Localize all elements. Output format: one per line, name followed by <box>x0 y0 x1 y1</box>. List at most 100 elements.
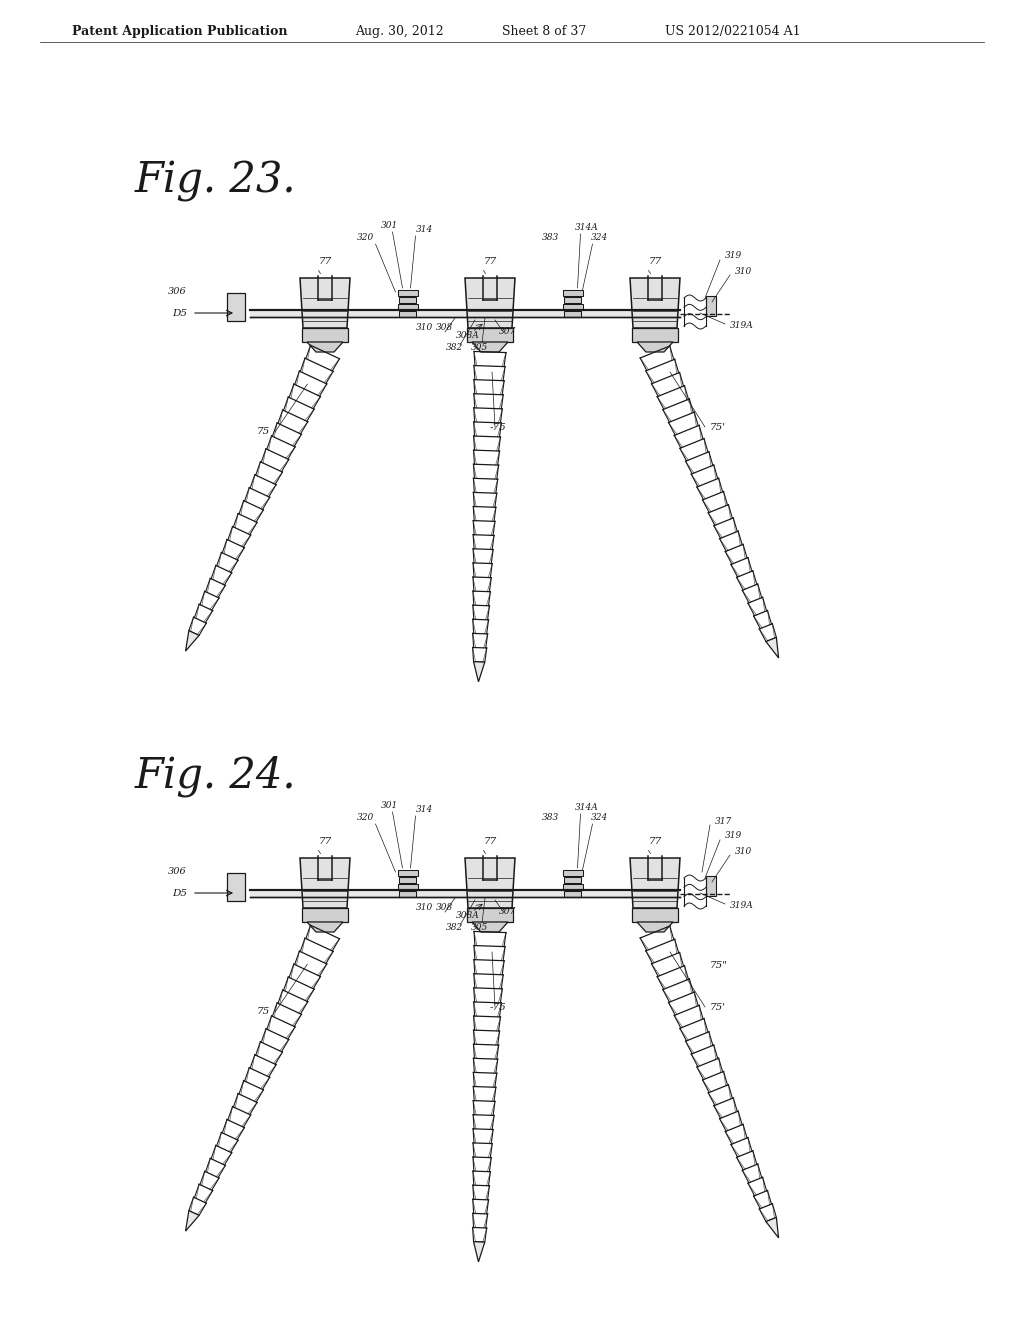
Bar <box>562 290 583 296</box>
Polygon shape <box>307 342 343 352</box>
Polygon shape <box>472 342 508 352</box>
Text: -75: -75 <box>490 1002 507 1011</box>
Text: Patent Application Publication: Patent Application Publication <box>72 25 288 38</box>
Text: 307: 307 <box>500 327 517 337</box>
Bar <box>250 890 680 898</box>
Bar <box>467 908 513 921</box>
Text: 324: 324 <box>591 234 608 242</box>
Bar <box>227 293 245 321</box>
Polygon shape <box>465 279 515 327</box>
Polygon shape <box>473 661 484 682</box>
Bar <box>398 312 417 317</box>
Text: 310: 310 <box>735 268 753 276</box>
Bar <box>562 884 583 890</box>
Text: 75": 75" <box>710 961 728 969</box>
Bar <box>398 876 417 883</box>
Text: 314: 314 <box>416 805 433 814</box>
Bar <box>398 891 417 898</box>
Text: 308: 308 <box>436 323 454 333</box>
Text: D5: D5 <box>172 888 187 898</box>
Text: 308: 308 <box>436 903 454 912</box>
Bar <box>302 908 348 921</box>
Text: 320: 320 <box>357 234 374 242</box>
Polygon shape <box>630 279 680 327</box>
Text: 305: 305 <box>471 343 488 352</box>
Text: 306: 306 <box>168 867 187 876</box>
Text: 317: 317 <box>715 817 732 826</box>
Text: 320: 320 <box>357 813 374 822</box>
Text: Aug. 30, 2012: Aug. 30, 2012 <box>355 25 443 38</box>
Bar <box>563 891 582 898</box>
Text: Sheet 8 of 37: Sheet 8 of 37 <box>502 25 587 38</box>
Text: 77: 77 <box>318 837 332 846</box>
Text: 77: 77 <box>483 257 497 267</box>
Bar <box>706 296 716 315</box>
Text: 310: 310 <box>735 847 753 857</box>
Text: 301: 301 <box>381 220 398 230</box>
Bar <box>632 327 678 342</box>
Text: 75': 75' <box>710 422 726 432</box>
Polygon shape <box>300 858 350 908</box>
Text: 314: 314 <box>416 224 433 234</box>
Bar <box>562 870 583 876</box>
Text: 310: 310 <box>417 323 433 333</box>
Text: Fig. 23.: Fig. 23. <box>135 160 297 202</box>
Polygon shape <box>472 921 508 932</box>
Text: 383: 383 <box>542 813 559 822</box>
Text: D5: D5 <box>172 309 187 318</box>
Text: Fig. 24.: Fig. 24. <box>135 755 297 797</box>
Text: 77: 77 <box>318 257 332 267</box>
Bar <box>250 310 680 317</box>
Polygon shape <box>307 921 343 932</box>
Bar <box>397 884 418 890</box>
Text: 310: 310 <box>417 903 433 912</box>
Bar <box>302 327 348 342</box>
Bar <box>397 304 418 310</box>
Text: 314A: 314A <box>574 803 598 812</box>
Text: 75': 75' <box>710 1002 726 1011</box>
Bar <box>397 870 418 876</box>
Polygon shape <box>300 279 350 327</box>
Text: 77: 77 <box>648 837 662 846</box>
Text: 75: 75 <box>257 1007 270 1016</box>
Text: 307: 307 <box>500 908 517 916</box>
Text: 382: 382 <box>446 343 464 352</box>
Text: 77: 77 <box>483 837 497 846</box>
Text: 308A: 308A <box>456 330 480 339</box>
Text: 319A: 319A <box>730 321 754 330</box>
Bar <box>706 876 716 896</box>
Polygon shape <box>637 342 673 352</box>
Text: 314A: 314A <box>574 223 598 232</box>
Polygon shape <box>465 858 515 908</box>
Text: 319: 319 <box>725 251 742 260</box>
Polygon shape <box>185 631 199 651</box>
Polygon shape <box>766 638 778 657</box>
Polygon shape <box>473 1242 484 1262</box>
Bar <box>467 327 513 342</box>
Polygon shape <box>637 921 673 932</box>
Text: 324: 324 <box>591 813 608 822</box>
Text: 75: 75 <box>257 428 270 437</box>
Bar <box>398 297 417 304</box>
Polygon shape <box>630 858 680 908</box>
Polygon shape <box>185 1210 199 1232</box>
Bar <box>563 312 582 317</box>
Bar <box>562 304 583 310</box>
Bar <box>397 290 418 296</box>
Text: 305: 305 <box>471 924 488 932</box>
Text: 319A: 319A <box>730 900 754 909</box>
Text: 301: 301 <box>381 801 398 810</box>
Text: 306: 306 <box>168 288 187 297</box>
Polygon shape <box>766 1217 778 1238</box>
Bar <box>563 876 582 883</box>
Text: 319: 319 <box>725 830 742 840</box>
Text: 308A: 308A <box>456 911 480 920</box>
Bar <box>227 873 245 902</box>
Text: 77: 77 <box>648 257 662 267</box>
Text: -75: -75 <box>490 422 507 432</box>
Text: 383: 383 <box>542 234 559 242</box>
Text: 382: 382 <box>446 924 464 932</box>
Bar <box>563 297 582 304</box>
Text: US 2012/0221054 A1: US 2012/0221054 A1 <box>665 25 801 38</box>
Bar <box>632 908 678 921</box>
